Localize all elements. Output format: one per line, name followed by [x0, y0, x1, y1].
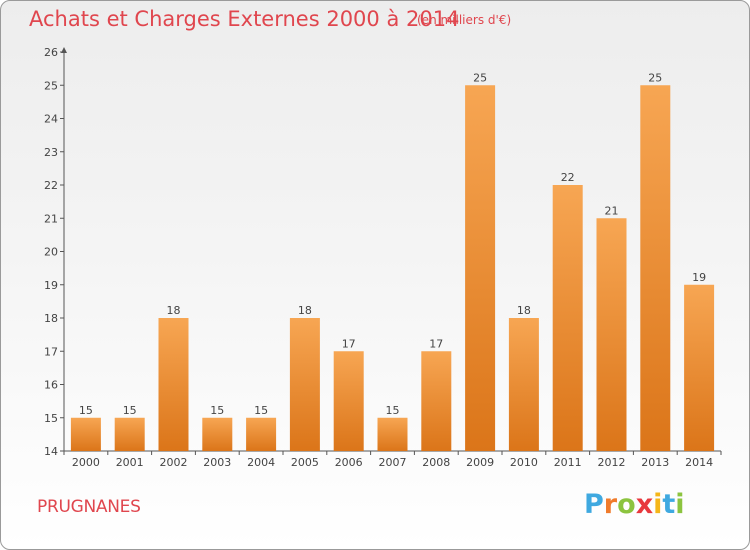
logo-letter: o — [617, 489, 636, 520]
proxiti-logo: Proxiti — [584, 489, 685, 520]
bar-2002 — [158, 318, 189, 451]
y-tick-label: 14 — [44, 445, 58, 458]
x-tick-label-2000: 2000 — [72, 456, 100, 469]
x-tick-label-2007: 2007 — [379, 456, 407, 469]
x-tick-label-2011: 2011 — [554, 456, 582, 469]
chart-subtitle: (en milliers d'€) — [417, 13, 512, 27]
bar-2003 — [202, 417, 233, 451]
bar-2004 — [246, 417, 277, 451]
y-tick-label: 26 — [44, 46, 58, 59]
y-tick-label: 17 — [44, 345, 58, 358]
bar-2014 — [684, 284, 715, 451]
x-tick-label-2005: 2005 — [291, 456, 319, 469]
value-label-2011: 22 — [561, 171, 575, 184]
bar-2007 — [377, 417, 408, 451]
bar-2006 — [333, 351, 364, 451]
x-tick-label-2010: 2010 — [510, 456, 538, 469]
chart-title: Achats et Charges Externes 2000 à 2014 — [29, 7, 460, 31]
bar-2010 — [508, 318, 539, 451]
logo-letter: i — [653, 489, 663, 520]
x-tick-label-2001: 2001 — [116, 456, 144, 469]
x-tick-label-2006: 2006 — [335, 456, 363, 469]
value-label-2003: 15 — [210, 404, 224, 417]
value-label-2012: 21 — [605, 204, 619, 217]
bar-2012 — [596, 218, 627, 451]
value-label-2013: 25 — [648, 71, 662, 84]
value-label-2014: 19 — [692, 271, 706, 284]
bar-2000 — [70, 417, 101, 451]
value-label-2009: 25 — [473, 71, 487, 84]
y-tick-label: 16 — [44, 379, 58, 392]
x-tick-label-2014: 2014 — [685, 456, 713, 469]
logo-letter: t — [662, 489, 676, 520]
x-tick-label-2009: 2009 — [466, 456, 494, 469]
x-tick-label-2012: 2012 — [598, 456, 626, 469]
value-label-2010: 18 — [517, 304, 531, 317]
bar-2011 — [552, 185, 583, 451]
y-tick-label: 22 — [44, 179, 58, 192]
y-tick-label: 24 — [44, 113, 58, 126]
value-label-2006: 17 — [342, 337, 356, 350]
logo-letter: P — [584, 489, 604, 520]
y-tick-label: 23 — [44, 146, 58, 159]
x-tick-label-2013: 2013 — [641, 456, 669, 469]
y-tick-label: 21 — [44, 212, 58, 225]
y-tick-label: 19 — [44, 279, 58, 292]
bar-2013 — [640, 85, 671, 451]
logo-letter: x — [635, 489, 654, 520]
value-label-2008: 17 — [429, 337, 443, 350]
value-label-2004: 15 — [254, 404, 268, 417]
x-tick-label-2004: 2004 — [247, 456, 275, 469]
value-label-2000: 15 — [79, 404, 93, 417]
logo-letter: r — [603, 489, 618, 520]
bar-2009 — [465, 85, 496, 451]
bar-2008 — [421, 351, 452, 451]
value-label-2005: 18 — [298, 304, 312, 317]
x-tick-label-2003: 2003 — [203, 456, 231, 469]
x-tick-label-2002: 2002 — [160, 456, 188, 469]
bar-2001 — [114, 417, 145, 451]
logo-letter: i — [675, 489, 685, 520]
y-tick-label: 18 — [44, 312, 58, 325]
y-tick-label: 25 — [44, 79, 58, 92]
bar-2005 — [289, 318, 320, 451]
y-tick-label: 15 — [44, 412, 58, 425]
value-label-2007: 15 — [386, 404, 400, 417]
x-tick-label-2008: 2008 — [422, 456, 450, 469]
y-tick-label: 20 — [44, 246, 58, 259]
value-label-2001: 15 — [123, 404, 137, 417]
location-label: PRUGNANES — [37, 497, 141, 517]
value-label-2002: 18 — [167, 304, 181, 317]
